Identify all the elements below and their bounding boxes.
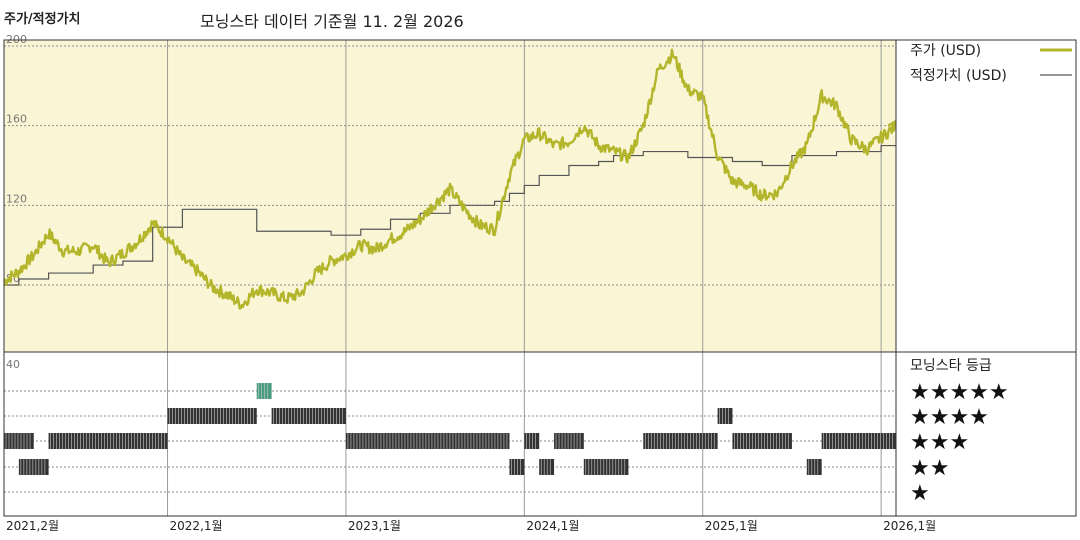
star-rating-label: ★★★★ <box>910 405 989 430</box>
y-tick-label: 160 <box>6 113 27 126</box>
x-tick-label: 2021,2월 <box>6 519 59 533</box>
rating-segment <box>345 433 510 449</box>
frame-layer <box>3 39 1077 517</box>
x-tick-label: 2023,1월 <box>348 519 401 533</box>
x-tick-label: 2024,1월 <box>526 519 579 533</box>
price-line <box>3 48 897 310</box>
series-layer <box>3 48 897 310</box>
header-date: 11. 2월 2026 <box>362 12 464 31</box>
x-tick-label: 2025,1월 <box>705 519 758 533</box>
x-tick-label: 2026,1월 <box>883 519 936 533</box>
x-axis-layer: 2021,2월 2022,1월 2023,1월 2024,1월 2025,1월 2026,… <box>6 519 936 533</box>
rating-segment <box>732 433 792 449</box>
chart-frame <box>3 39 1077 517</box>
legend-fair-label: 적정가치 (USD) <box>910 68 1007 84</box>
star-rating-label: ★★ <box>910 456 949 481</box>
star-rating-label: ★ <box>910 481 930 506</box>
x-tick-label: 2022,1월 <box>170 519 223 533</box>
rating-segment <box>554 433 584 449</box>
rating-segment <box>167 408 257 424</box>
legend-rating-title: 모닝스타 등급 <box>910 358 992 374</box>
y-tick-label: 120 <box>6 192 27 205</box>
rating-layer <box>4 383 896 475</box>
header-prefix: 모닝스타 데이터 기준월 <box>200 12 358 31</box>
price-panel-bg <box>4 40 896 352</box>
chart-header: 모닝스타 데이터 기준월 11. 2월 2026 <box>200 8 464 32</box>
rating-segment <box>18 459 49 475</box>
chart-corner-title: 주가/적정가치 <box>4 12 81 27</box>
legend-layer: 주가 (USD)적정가치 (USD)모닝스타 등급★★★★★★★★★★★★★★★ <box>910 43 1072 506</box>
star-rating-label: ★★★★★ <box>910 380 1009 405</box>
rating-segment <box>4 433 34 449</box>
rating-y-tick: 40 <box>6 358 20 371</box>
star-rating-label: ★★★ <box>910 430 969 455</box>
legend-price-label: 주가 (USD) <box>910 43 981 59</box>
fair-value-line <box>4 144 896 286</box>
